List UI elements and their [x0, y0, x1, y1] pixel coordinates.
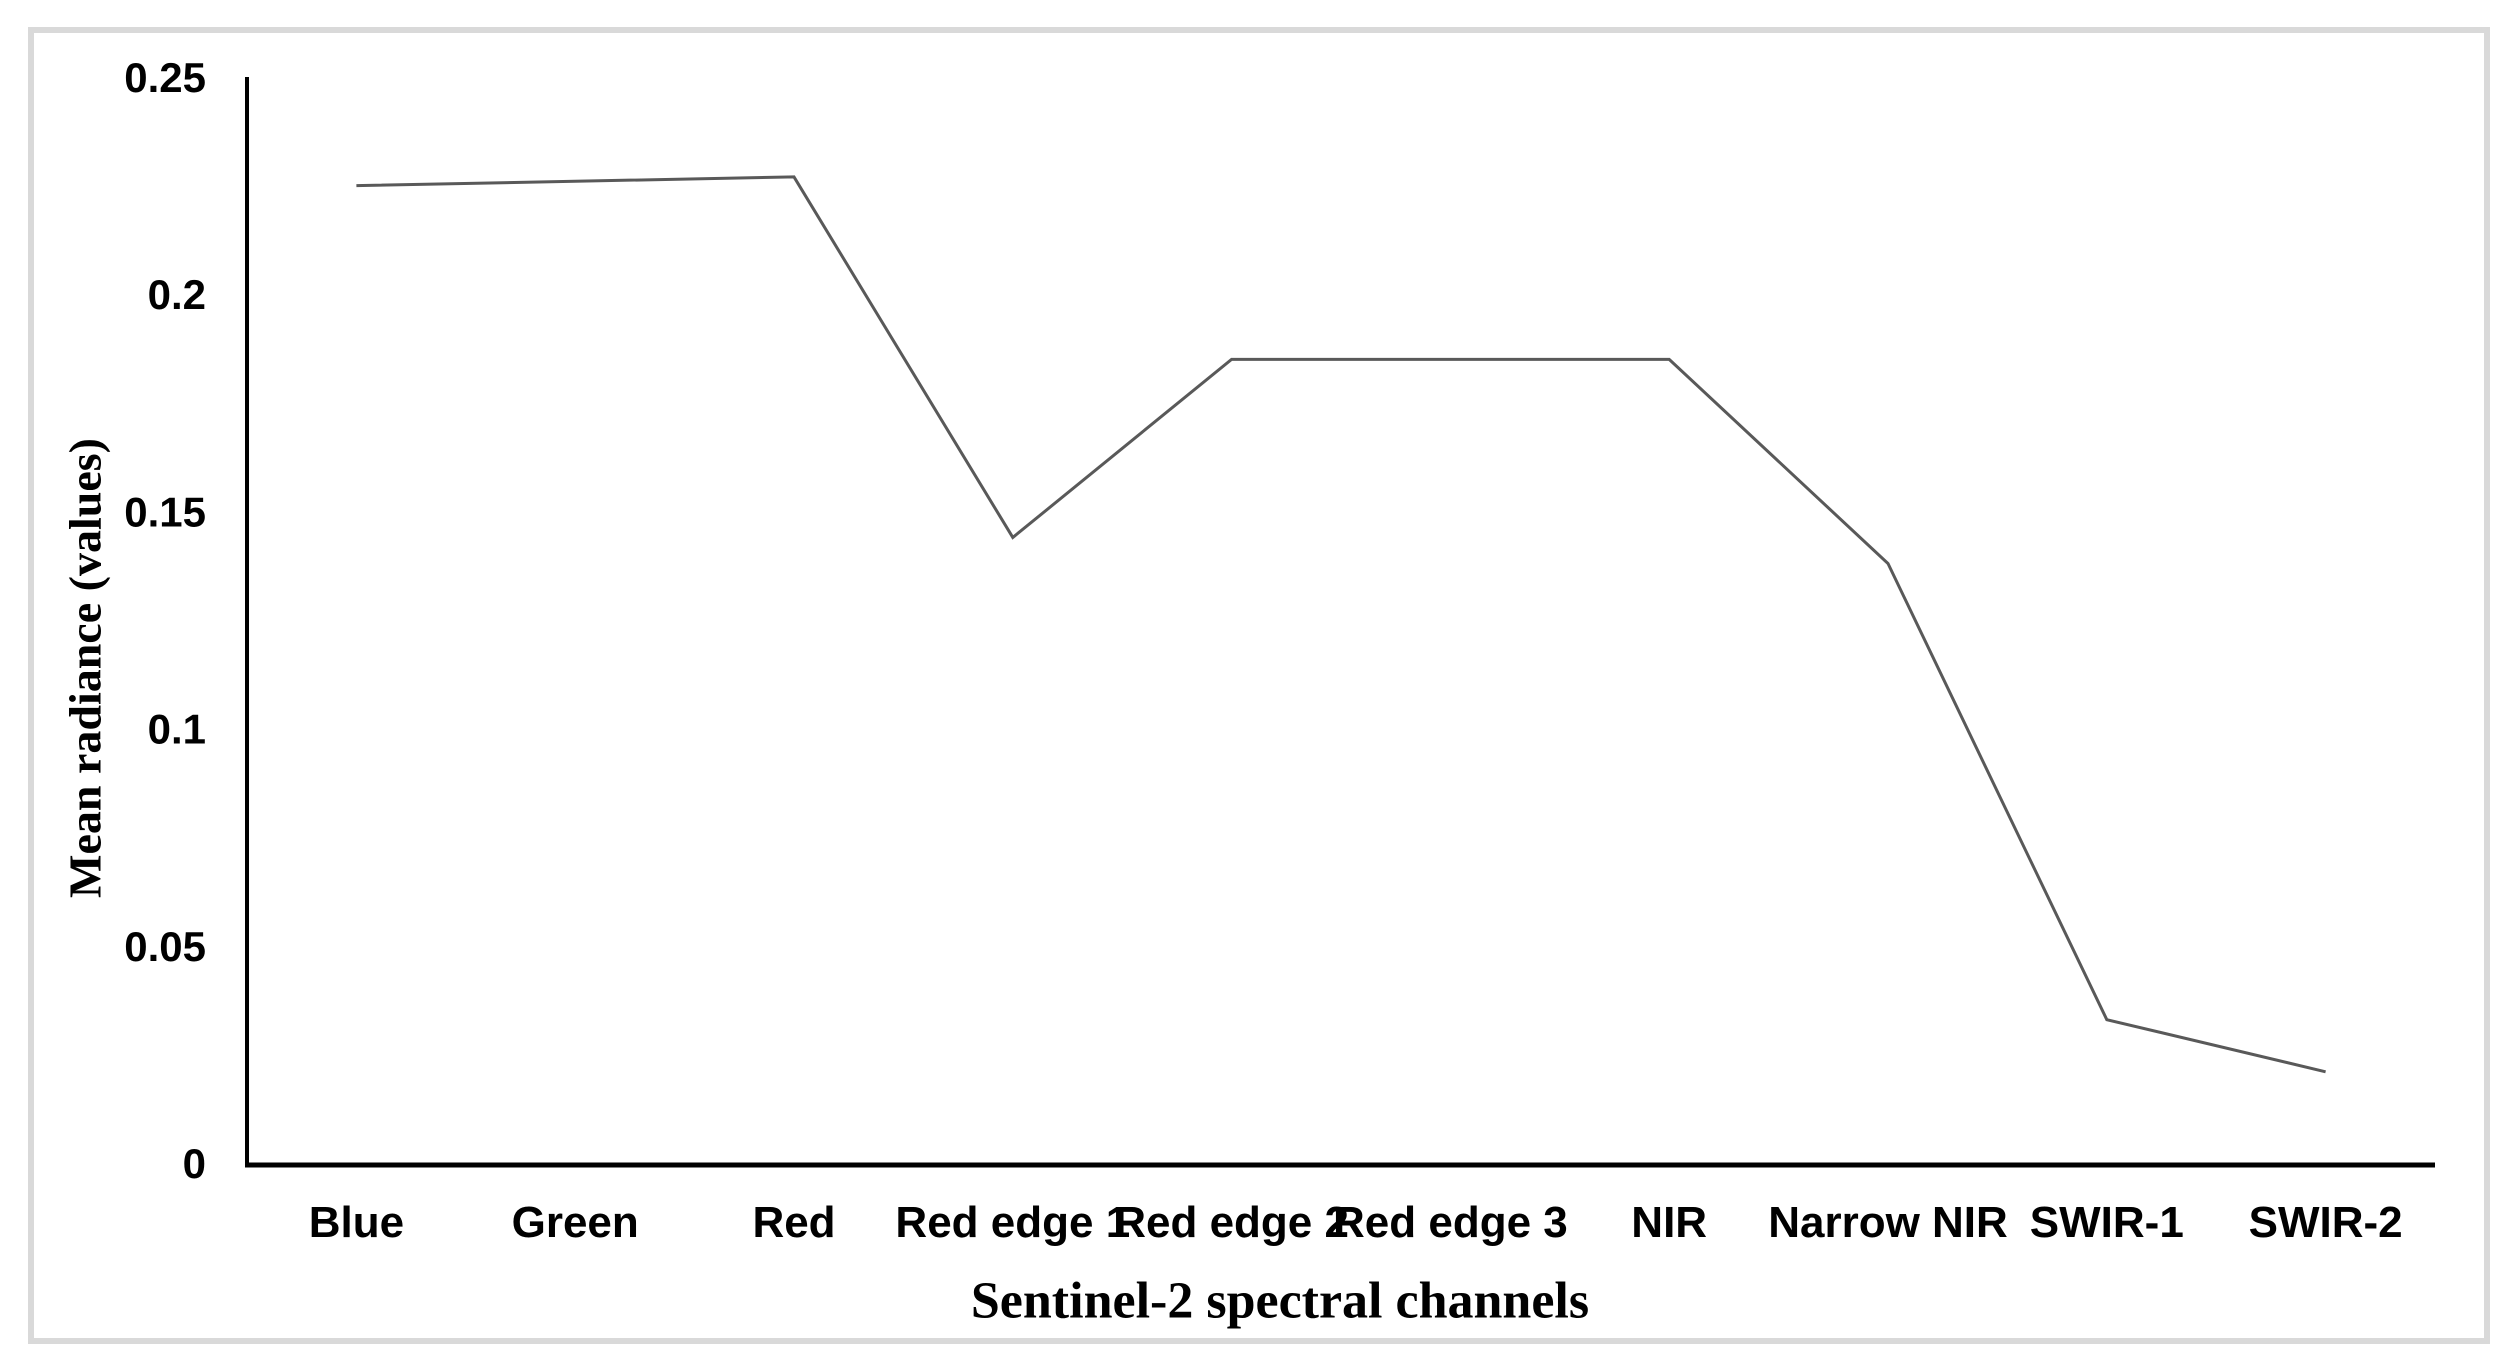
figure-border: [28, 27, 2490, 1344]
x-axis-title: Sentinel-2 spectral channels: [970, 1272, 1590, 1330]
y-tick-label: 0.2: [148, 271, 206, 318]
y-tick-label: 0.1: [148, 706, 206, 753]
y-axis-title: Mean radiance (values): [59, 438, 111, 898]
x-category-label: Narrow NIR: [1768, 1198, 2008, 1247]
x-category-label: Red edge 3: [1333, 1198, 1568, 1247]
x-category-label: Green: [512, 1198, 639, 1247]
x-category-label: SWIR-2: [2249, 1198, 2403, 1247]
x-category-label: Red: [752, 1198, 835, 1247]
x-category-label: Red edge 1: [895, 1198, 1130, 1247]
y-tick-label: 0.05: [124, 923, 206, 970]
data-line: [356, 175, 2326, 1074]
y-tick-label: 0: [183, 1140, 206, 1187]
y-tick-label: 0.15: [124, 488, 206, 535]
y-tick-label: 0.25: [124, 54, 206, 101]
x-category-label: NIR: [1631, 1198, 1707, 1247]
x-category-label: SWIR-1: [2030, 1198, 2184, 1247]
x-category-label: Red edge 2: [1114, 1198, 1349, 1247]
x-category-label: Blue: [309, 1198, 404, 1247]
